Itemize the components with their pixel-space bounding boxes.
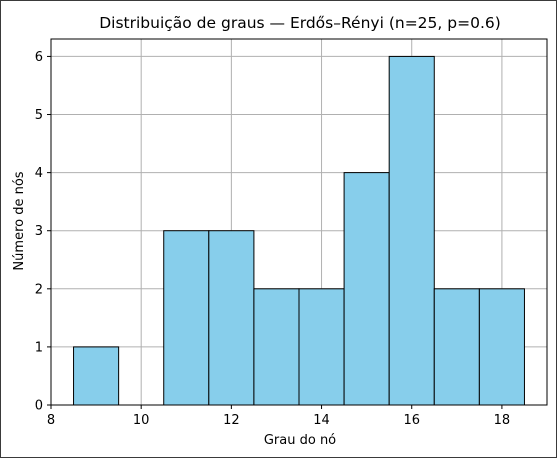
y-tick-label: 5: [35, 108, 43, 123]
bars-group: [73, 55, 525, 406]
x-tick-label: 10: [133, 413, 150, 428]
y-tick-label: 4: [35, 166, 43, 181]
y-tick-label: 2: [35, 282, 43, 297]
histogram-bar: [163, 230, 210, 406]
histogram-bar: [73, 346, 120, 406]
x-tick-label: 12: [223, 413, 240, 428]
histogram-bar: [433, 288, 480, 406]
chart-title: Distribuição de graus — Erdős–Rényi (n=2…: [99, 14, 501, 32]
x-tick-label: 16: [403, 413, 420, 428]
y-tick-label: 0: [35, 399, 43, 414]
histogram-bar: [343, 172, 390, 406]
y-tick-label: 3: [35, 224, 43, 239]
x-tick-label: 8: [47, 413, 55, 428]
x-axis-ticks: 8 10 12 14 16 18: [47, 405, 510, 428]
histogram-bar: [253, 288, 300, 406]
histogram-bar: [298, 288, 345, 406]
y-axis-label: Número de nós: [12, 171, 27, 270]
x-axis-label: Grau do nó: [264, 433, 336, 448]
x-tick-label: 14: [313, 413, 330, 428]
histogram-bar: [478, 288, 525, 406]
y-tick-label: 6: [35, 50, 43, 65]
histogram-bar: [208, 230, 255, 406]
y-tick-label: 1: [35, 340, 43, 355]
x-tick-label: 18: [494, 413, 511, 428]
y-axis-ticks: 0 1 2 3 4 5 6: [35, 50, 51, 414]
plot-area: [50, 38, 548, 406]
histogram-bar: [388, 55, 435, 406]
